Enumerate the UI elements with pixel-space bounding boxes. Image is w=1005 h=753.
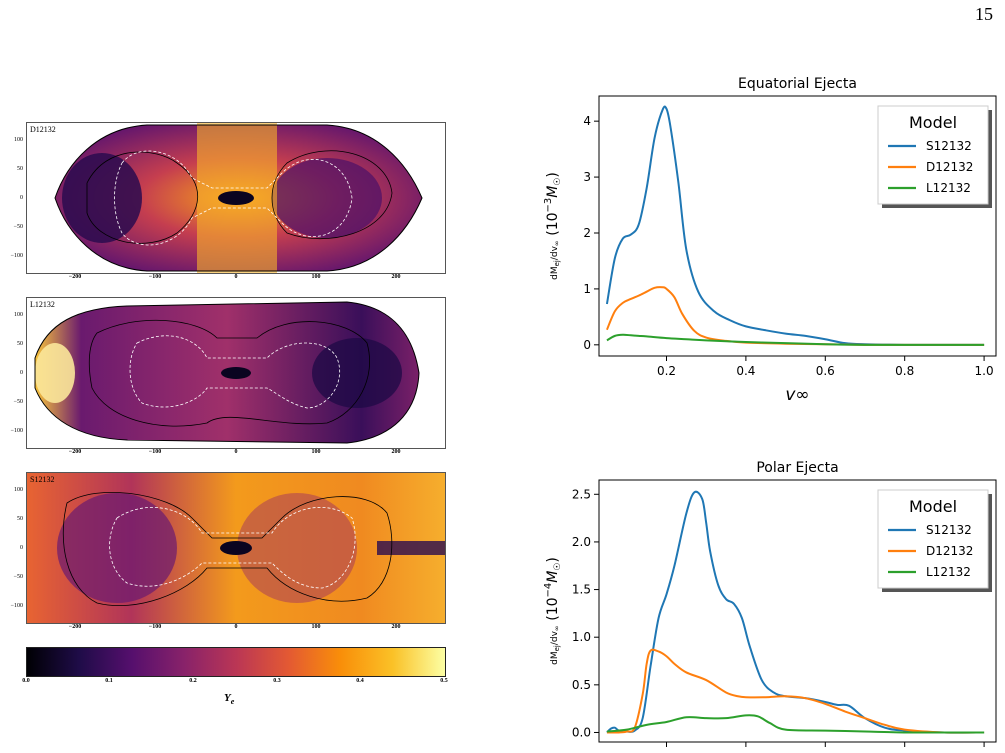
x-tick: 100 <box>311 274 321 280</box>
legend-entry: L12132 <box>926 565 971 579</box>
x-tick-label: 0.6 <box>816 364 835 378</box>
series-line-L12132 <box>606 714 985 734</box>
x-tick: 200 <box>391 449 401 455</box>
legend-entry: S12132 <box>926 523 972 537</box>
y-tick: 50 <box>17 341 23 347</box>
colorbar <box>26 647 446 677</box>
y-tick-label: 2.0 <box>572 535 591 549</box>
x-tick-label: 0.2 <box>657 364 676 378</box>
x-axis-label: v∞ <box>785 385 809 405</box>
y-tick-label: 2 <box>583 226 591 240</box>
ye-map <box>27 473 445 623</box>
map-panel-3: S12132 100 50 0 −50 −100 −200 −100 0 100… <box>11 472 446 630</box>
svg-text:dMej/dv∞ (10−3M☉): dMej/dv∞ (10−3M☉) <box>543 172 563 280</box>
colorbar-tick: 0.0 <box>22 678 30 684</box>
chart-title: Equatorial Ejecta <box>738 76 857 92</box>
ye-map <box>54 123 423 273</box>
y-tick: 100 <box>14 487 23 493</box>
x-tick: 0 <box>234 624 238 630</box>
chart-title: Polar Ejecta <box>756 460 838 476</box>
map-panel-1: D12132 100 50 0 −50 −100 −200 −100 0 100… <box>11 122 446 280</box>
y-tick: −100 <box>10 603 23 609</box>
y-tick-label: 4 <box>583 114 591 128</box>
y-tick: 50 <box>17 166 23 172</box>
series-line-S12132 <box>606 490 985 734</box>
series-line-S12132 <box>605 105 985 346</box>
y-tick: 100 <box>14 137 23 143</box>
series-line-D12132 <box>606 648 985 734</box>
colorbar-tick: 0.4 <box>356 678 364 684</box>
y-tick: 50 <box>17 516 23 522</box>
polar-ejecta-chart: Polar Ejecta 0.0 0.5 1.0 1.5 2.0 2.5 dMej/dv∞ (… <box>543 460 997 747</box>
series-line-D12132 <box>606 286 985 346</box>
y-tick: −100 <box>10 253 23 259</box>
y-tick: −100 <box>10 428 23 434</box>
plot-frame <box>598 479 997 743</box>
legend-entry: S12132 <box>926 139 972 153</box>
y-tick-label: 0.0 <box>572 725 591 739</box>
y-tick-label: 1 <box>583 282 591 296</box>
legend <box>877 105 989 205</box>
legend-entry: D12132 <box>926 544 973 558</box>
x-tick-label: 0.8 <box>895 364 914 378</box>
y-tick: 0 <box>20 545 23 551</box>
x-tick-label: 0.4 <box>736 364 755 378</box>
y-axis-label: dMej/dv∞ (10−3M☉) <box>543 172 563 280</box>
colorbar-tick: 0.5 <box>440 678 448 684</box>
x-tick: −100 <box>148 449 162 455</box>
y-tick-label: 3 <box>583 170 591 184</box>
equatorial-ejecta-chart: Equatorial Ejecta 0.2 0.4 0.6 0.8 1.0 0 1 2 3 4 v∞ d… <box>543 76 997 405</box>
x-tick: −200 <box>68 449 82 455</box>
y-tick: −50 <box>13 399 23 405</box>
panel-label: L12132 <box>30 300 55 309</box>
legend-title: Model <box>909 497 957 516</box>
x-tick: −100 <box>148 274 162 280</box>
legend-title: Model <box>909 113 957 132</box>
plot-frame <box>598 95 997 357</box>
y-tick-label: 0 <box>583 338 591 352</box>
map-panel-2: L12132 100 50 0 −50 −100 −200 −100 0 100… <box>11 297 446 455</box>
x-tick: 200 <box>391 624 401 630</box>
colorbar-tick: 0.3 <box>273 678 281 684</box>
series-line-L12132 <box>606 333 985 346</box>
x-tick: 100 <box>311 449 321 455</box>
y-tick: 100 <box>14 312 23 318</box>
y-axis-label: dMej/dv∞ (10−4M☉) <box>543 557 563 665</box>
x-tick: 200 <box>391 274 401 280</box>
panel-label: S12132 <box>30 475 55 484</box>
y-tick: 0 <box>20 195 23 201</box>
y-tick: −50 <box>13 574 23 580</box>
y-tick-label: 2.5 <box>572 487 591 501</box>
colorbar-tick: 0.2 <box>189 678 197 684</box>
x-tick: −200 <box>68 274 82 280</box>
page-number: 15 <box>975 4 993 24</box>
ye-map <box>34 301 420 444</box>
x-tick-label: 1.0 <box>975 364 994 378</box>
y-tick-label: 0.5 <box>572 678 591 692</box>
svg-text:dMej/dv∞ (10−4M☉): dMej/dv∞ (10−4M☉) <box>543 557 563 665</box>
colorbar-tick: 0.1 <box>105 678 113 684</box>
panel-label: D12132 <box>30 125 56 134</box>
y-tick-label: 1.0 <box>572 630 591 644</box>
y-tick-label: 1.5 <box>572 583 591 597</box>
x-tick: −200 <box>68 624 82 630</box>
colorbar-label: Ye <box>224 692 235 707</box>
y-tick: 0 <box>20 370 23 376</box>
x-tick: 0 <box>234 449 238 455</box>
x-tick: 100 <box>311 624 321 630</box>
x-tick: −100 <box>148 624 162 630</box>
x-tick: 0 <box>234 274 238 280</box>
legend-entry: L12132 <box>926 181 971 195</box>
y-tick: −50 <box>13 224 23 230</box>
legend-entry: D12132 <box>926 160 973 174</box>
